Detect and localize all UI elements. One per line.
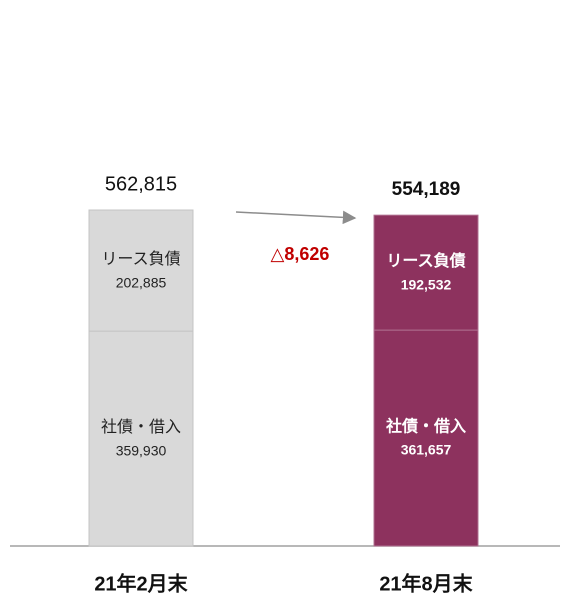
bar-segment <box>88 209 194 332</box>
annotation: △8,626 <box>271 244 330 264</box>
x-tick-label: 21年8月末 <box>379 571 473 595</box>
bar-segment <box>88 330 194 547</box>
segment-name: リース負債 <box>386 251 465 270</box>
segment-name: 社債・借入 <box>385 416 466 435</box>
segment-value: 192,532 <box>401 276 452 292</box>
bar-segment <box>373 214 479 331</box>
change-arrow <box>235 210 357 225</box>
segment-name: リース負債 <box>101 250 180 268</box>
segment-value: 202,885 <box>116 274 167 290</box>
total-label: 562,815 <box>105 173 177 195</box>
segment-name: 社債・借入 <box>101 418 181 436</box>
segment-value: 359,930 <box>116 442 167 458</box>
bar-segment <box>373 329 479 547</box>
x-tick-label: 21年2月末 <box>94 571 188 595</box>
segment-value: 361,657 <box>401 442 452 458</box>
total-label: 554,189 <box>392 179 461 200</box>
